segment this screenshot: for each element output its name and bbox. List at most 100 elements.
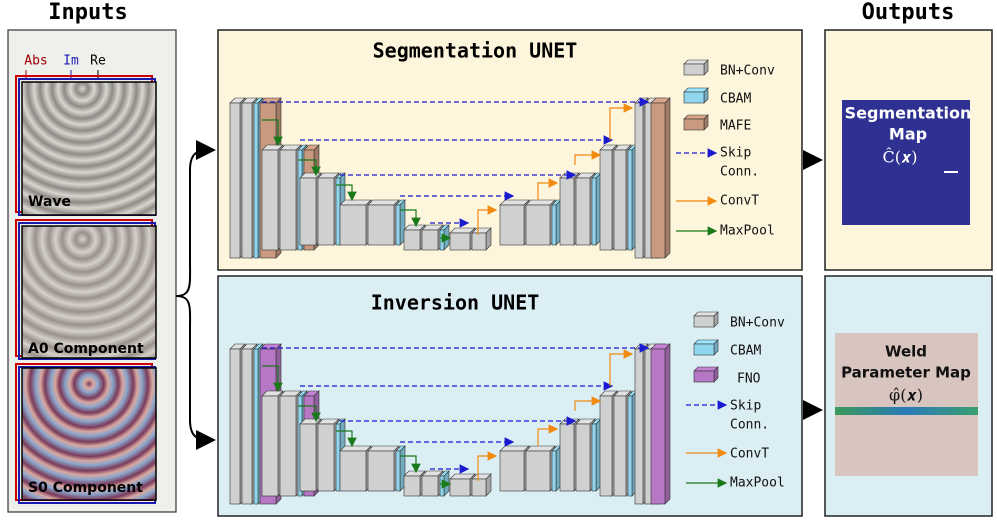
block-front (471, 232, 487, 251)
arrow (609, 103, 634, 140)
arrow (262, 365, 283, 393)
input-image-a0 (15, 219, 157, 360)
input-image-wave (15, 75, 157, 216)
arrow (574, 396, 602, 411)
block-front (551, 204, 557, 246)
inputs-title: Inputs (48, 0, 127, 25)
block-front (599, 395, 613, 497)
block-front (253, 348, 259, 505)
unet-title: Inversion UNET (371, 291, 540, 315)
block-front (575, 423, 591, 492)
block-front (317, 423, 335, 492)
block-front (591, 423, 597, 492)
output-symbol: Ĉ(𝒙) (882, 147, 917, 167)
arrow (609, 349, 634, 386)
block-front (650, 102, 666, 259)
block-front (229, 102, 241, 259)
block-front (683, 91, 705, 104)
block-front (634, 348, 644, 505)
arrow (400, 209, 421, 228)
output-label: Map (889, 125, 927, 144)
block-front (253, 102, 259, 259)
channel-label: Re (90, 54, 106, 69)
weld-map (835, 333, 978, 476)
block-front (367, 450, 395, 492)
block-front (591, 177, 597, 246)
legend-label: Skip (720, 146, 751, 161)
block-front (683, 63, 705, 76)
block-front (335, 177, 341, 246)
input-image-s0 (15, 363, 157, 504)
block-front (421, 229, 439, 251)
legend-label: ConvT (730, 447, 769, 462)
block-front (421, 475, 439, 497)
block-front (693, 370, 715, 383)
block-front (559, 423, 575, 492)
block-front (683, 118, 705, 131)
block-front (299, 423, 317, 492)
block-front (241, 348, 253, 505)
outputs-title: Outputs (862, 0, 955, 25)
panel-label: Wave (28, 194, 71, 210)
arrow (298, 405, 321, 423)
block-front (403, 475, 421, 497)
block-front (693, 315, 715, 328)
legend-label: ConvT (720, 194, 759, 209)
block-side (664, 343, 671, 505)
block-front (613, 395, 627, 497)
block-front (299, 177, 317, 246)
block-front (634, 102, 644, 259)
block-front (241, 102, 253, 259)
panel-label: A0 Component (28, 341, 144, 357)
block-front (650, 348, 666, 505)
legend-label: Skip (730, 399, 761, 414)
block-front (525, 204, 551, 246)
block-front (339, 204, 367, 246)
legend-label: FNO (737, 372, 761, 387)
legend-label: MaxPool (730, 476, 785, 491)
block-front (395, 204, 401, 246)
block-front (367, 204, 395, 246)
arrow (477, 205, 498, 235)
arrow (336, 184, 357, 202)
block-front (499, 450, 525, 492)
legend-label: MAFE (720, 119, 751, 134)
arrow (298, 159, 321, 177)
arrow (400, 455, 421, 474)
block-front (229, 348, 241, 505)
output-label: Parameter Map (841, 364, 971, 382)
block-front (525, 450, 551, 492)
legend-label: CBAM (730, 344, 761, 359)
legend-label: BN+Conv (730, 316, 785, 331)
block-side (664, 97, 671, 259)
block-front (339, 450, 367, 492)
arrow (336, 430, 357, 448)
block-front (335, 423, 341, 492)
legend-label: BN+Conv (720, 64, 775, 79)
segmentation-map (842, 100, 970, 225)
panel-label: S0 Component (28, 480, 143, 496)
output-label: Segmentation (845, 104, 972, 123)
arrow (537, 178, 559, 200)
output-symbol: φ̂(𝒙) (889, 386, 923, 405)
block-front (599, 149, 613, 251)
channel-label: Im (63, 54, 79, 69)
legend-label: Conn. (720, 165, 759, 180)
channel-label: Abs (24, 54, 47, 69)
connector-arrow (175, 140, 216, 297)
block-front (395, 450, 401, 492)
block-front (317, 177, 335, 246)
block-front (613, 149, 627, 251)
unet-title: Segmentation UNET (373, 39, 578, 63)
arrow (574, 150, 602, 165)
output-label: Weld (885, 343, 927, 361)
block-front (279, 149, 297, 251)
arrow (262, 119, 283, 147)
legend-label: CBAM (720, 92, 751, 107)
block-front (439, 475, 445, 497)
block-front (449, 478, 471, 497)
block-front (403, 229, 421, 251)
arrow (537, 424, 559, 446)
unet-blocks (229, 59, 728, 505)
